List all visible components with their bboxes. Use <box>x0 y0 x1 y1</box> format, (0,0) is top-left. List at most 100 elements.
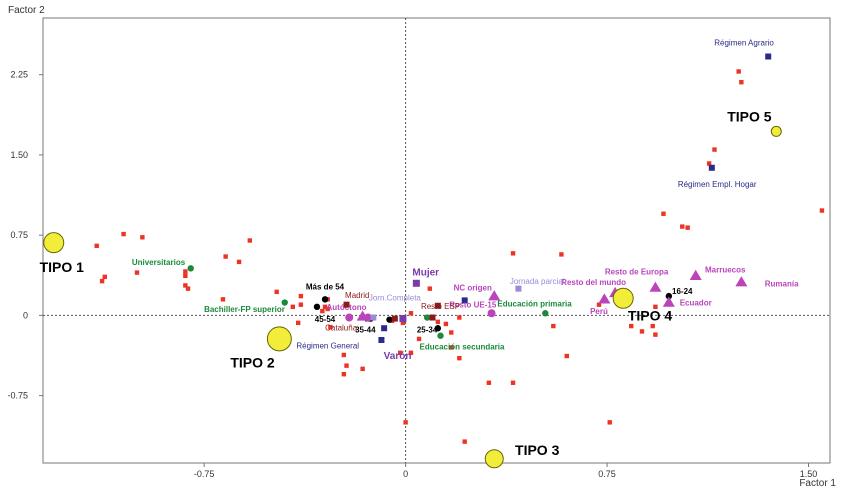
resto-ue-15-label: Resto UE-15 <box>449 301 497 310</box>
individual-point <box>551 323 556 329</box>
individual-point <box>510 380 516 385</box>
cataluna-label: Cataluña <box>325 324 358 333</box>
individual-point <box>596 302 602 307</box>
individual-point <box>408 311 414 316</box>
educacion-secundaria-point <box>437 332 444 339</box>
peru-label: Perú <box>590 307 608 316</box>
contract-point <box>381 325 388 332</box>
jorn-completa-label: Jorn.Completa <box>369 294 422 303</box>
y-tick-label: 0.75 <box>10 230 28 240</box>
individual-point <box>457 315 462 320</box>
individual-point <box>408 350 414 356</box>
rumania-point <box>735 276 748 287</box>
tipo-5-label: TIPO 5 <box>727 108 772 124</box>
individual-point <box>462 439 467 444</box>
regimen-agrario-point <box>765 53 772 60</box>
individual-point <box>706 161 712 166</box>
individual-point <box>102 274 107 280</box>
resto-esp-point <box>434 302 441 309</box>
varon-label: Varón <box>384 351 412 362</box>
cataluna-point <box>391 315 398 322</box>
individual-point <box>443 321 449 327</box>
varon-point <box>399 315 407 323</box>
contract-point <box>461 297 468 304</box>
mas-de-54-label: Más de 54 <box>306 282 345 291</box>
individual-point <box>134 270 140 275</box>
tipo-1-marker <box>43 232 65 254</box>
individual-point <box>274 289 279 295</box>
individual-point <box>661 211 666 216</box>
marruecos-point <box>689 269 702 281</box>
individual-point <box>298 293 304 299</box>
individual-point <box>736 69 741 74</box>
nc-origen-label: NC origen <box>454 284 492 293</box>
individual-point <box>341 352 347 358</box>
educacion-primaria-label: Educación primaria <box>497 300 572 309</box>
resto-ue-15-point <box>487 309 496 318</box>
autoctono-point <box>356 310 369 321</box>
individual-point <box>629 323 634 329</box>
individual-point <box>559 252 564 257</box>
ecuador-point <box>662 296 675 307</box>
individual-point <box>449 330 454 335</box>
educacion-primaria-point <box>542 310 549 317</box>
category-points: Régimen Agrario Régimen Empl. Hogar Régime… <box>132 39 799 362</box>
individual-point <box>295 320 301 326</box>
regimen-agrario-label: Régimen Agrario <box>714 39 774 48</box>
individual-point <box>320 308 325 314</box>
tipo-4-marker <box>612 287 634 309</box>
y-tick-label: 0 <box>23 310 28 320</box>
individual-point <box>183 283 188 288</box>
age-point <box>313 303 321 311</box>
resto-del-mundo-label: Resto del mundo <box>561 278 626 287</box>
regimen-general-point <box>378 336 385 343</box>
individual-point <box>140 235 145 240</box>
jornada-parcial-point <box>515 285 522 292</box>
individual-point <box>322 304 328 310</box>
region-point <box>429 314 436 321</box>
individual-point <box>653 332 658 337</box>
tipo-3-label: TIPO 3 <box>515 442 560 458</box>
individual-point <box>819 208 825 213</box>
25-34-label: 25-34 <box>417 325 438 334</box>
individual-point <box>416 336 422 342</box>
tipo-4-label: TIPO 4 <box>628 307 673 323</box>
individual-point <box>223 254 228 259</box>
individual-point <box>680 224 685 229</box>
universitarios-label: Universitarios <box>132 258 186 267</box>
y-tick-label: -0.75 <box>7 391 28 401</box>
madrid-point <box>343 301 350 308</box>
y-tick-label: 1.50 <box>10 150 28 160</box>
jornada-parcial-label: Jornada parcial <box>510 277 565 286</box>
individual-point <box>650 323 655 329</box>
45-54-label: 45-54 <box>315 315 336 324</box>
universitarios-point <box>187 265 194 272</box>
regimen-empl-hogar-label: Régimen Empl. Hogar <box>678 180 757 189</box>
regimen-general-label: Régimen General <box>296 341 359 350</box>
origin-point <box>345 313 354 322</box>
education-point <box>423 314 431 321</box>
tipo-3-marker <box>484 449 504 469</box>
mujer-point <box>412 279 420 287</box>
bachiller-fp-superior-label: Bachiller-FP superior <box>204 305 285 314</box>
mujer-label: Mujer <box>412 268 439 279</box>
resto-de-europa-point <box>649 281 662 292</box>
x-tick-label: 0 <box>403 469 408 479</box>
y-tick-label: 2.25 <box>10 70 28 80</box>
individual-point <box>344 363 349 368</box>
individual-point <box>298 302 304 307</box>
individual-point <box>653 304 658 310</box>
tipo-1-label: TIPO 1 <box>40 259 85 275</box>
peru-point <box>598 293 611 304</box>
individual-points <box>94 69 825 444</box>
individual-point <box>185 286 191 291</box>
individual-point <box>236 259 242 265</box>
plot-frame <box>42 17 831 464</box>
regimen-empl-hogar-point <box>708 164 715 171</box>
individual-point <box>99 278 105 284</box>
individual-point <box>247 238 253 243</box>
x-tick-label: -0.75 <box>194 469 215 479</box>
individual-point <box>183 269 188 274</box>
individual-point <box>341 372 347 377</box>
